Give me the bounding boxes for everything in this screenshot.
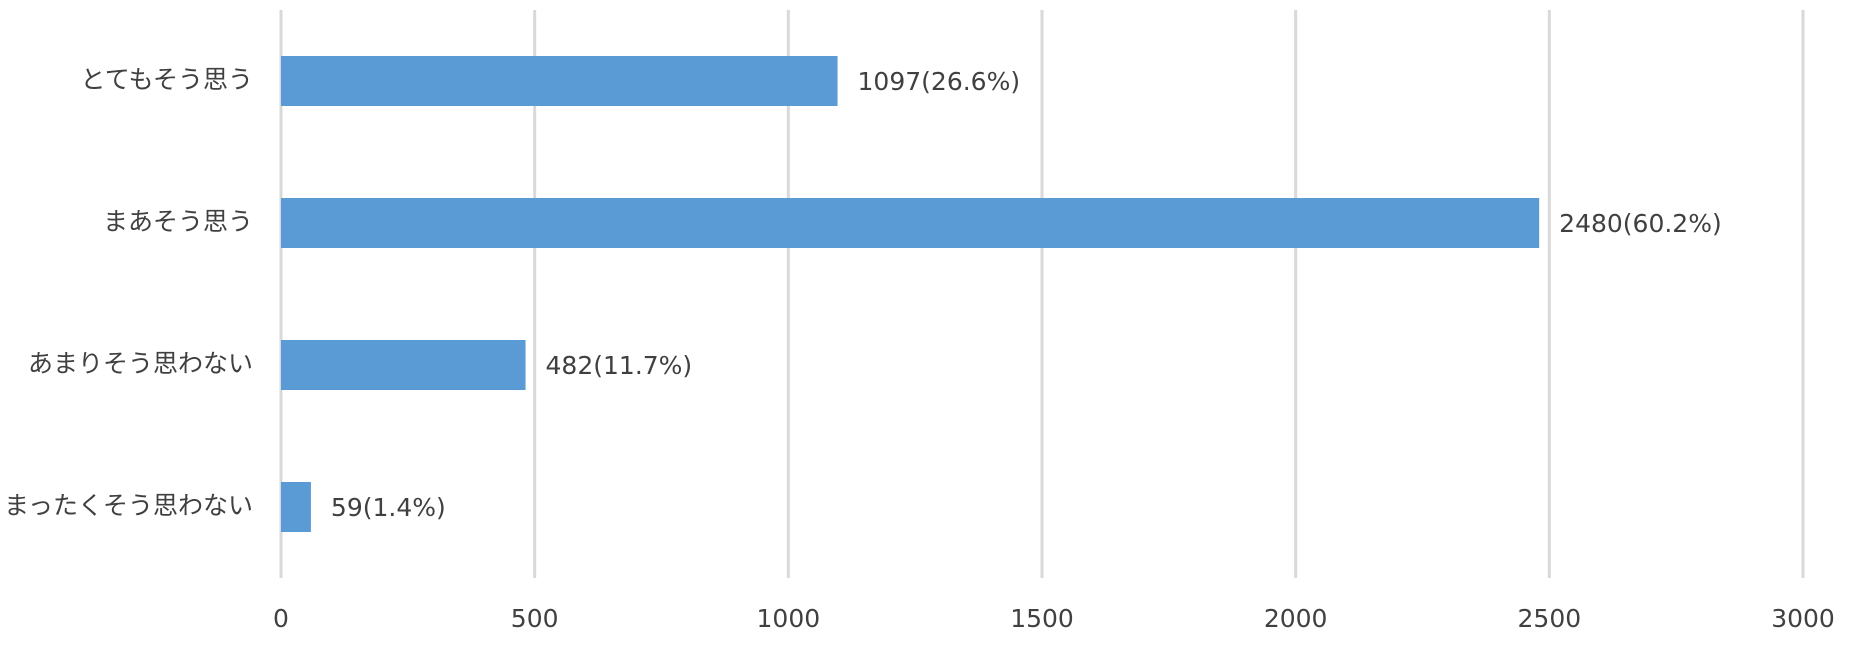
x-tick-label: 2500	[1518, 604, 1582, 633]
y-tick-label: あまりそう思わない	[28, 349, 253, 378]
data-label: 482(11.7%)	[546, 351, 693, 380]
bar	[281, 198, 1540, 248]
x-tick-label: 1000	[757, 604, 821, 633]
x-tick-label: 2000	[1264, 604, 1328, 633]
bar	[281, 56, 838, 106]
data-label: 59(1.4%)	[331, 493, 446, 522]
x-tick-label: 500	[511, 604, 559, 633]
x-tick-label: 1500	[1010, 604, 1074, 633]
y-tick-label: まあそう思う	[103, 207, 253, 236]
y-tick-label: まったくそう思わない	[4, 491, 253, 520]
bar	[281, 482, 311, 532]
data-label: 2480(60.2%)	[1559, 209, 1722, 238]
x-tick-label: 0	[273, 604, 289, 633]
y-tick-label: とてもそう思う	[80, 65, 253, 94]
x-tick-label: 3000	[1771, 604, 1835, 633]
bar	[281, 340, 526, 390]
data-label: 1097(26.6%)	[858, 67, 1021, 96]
